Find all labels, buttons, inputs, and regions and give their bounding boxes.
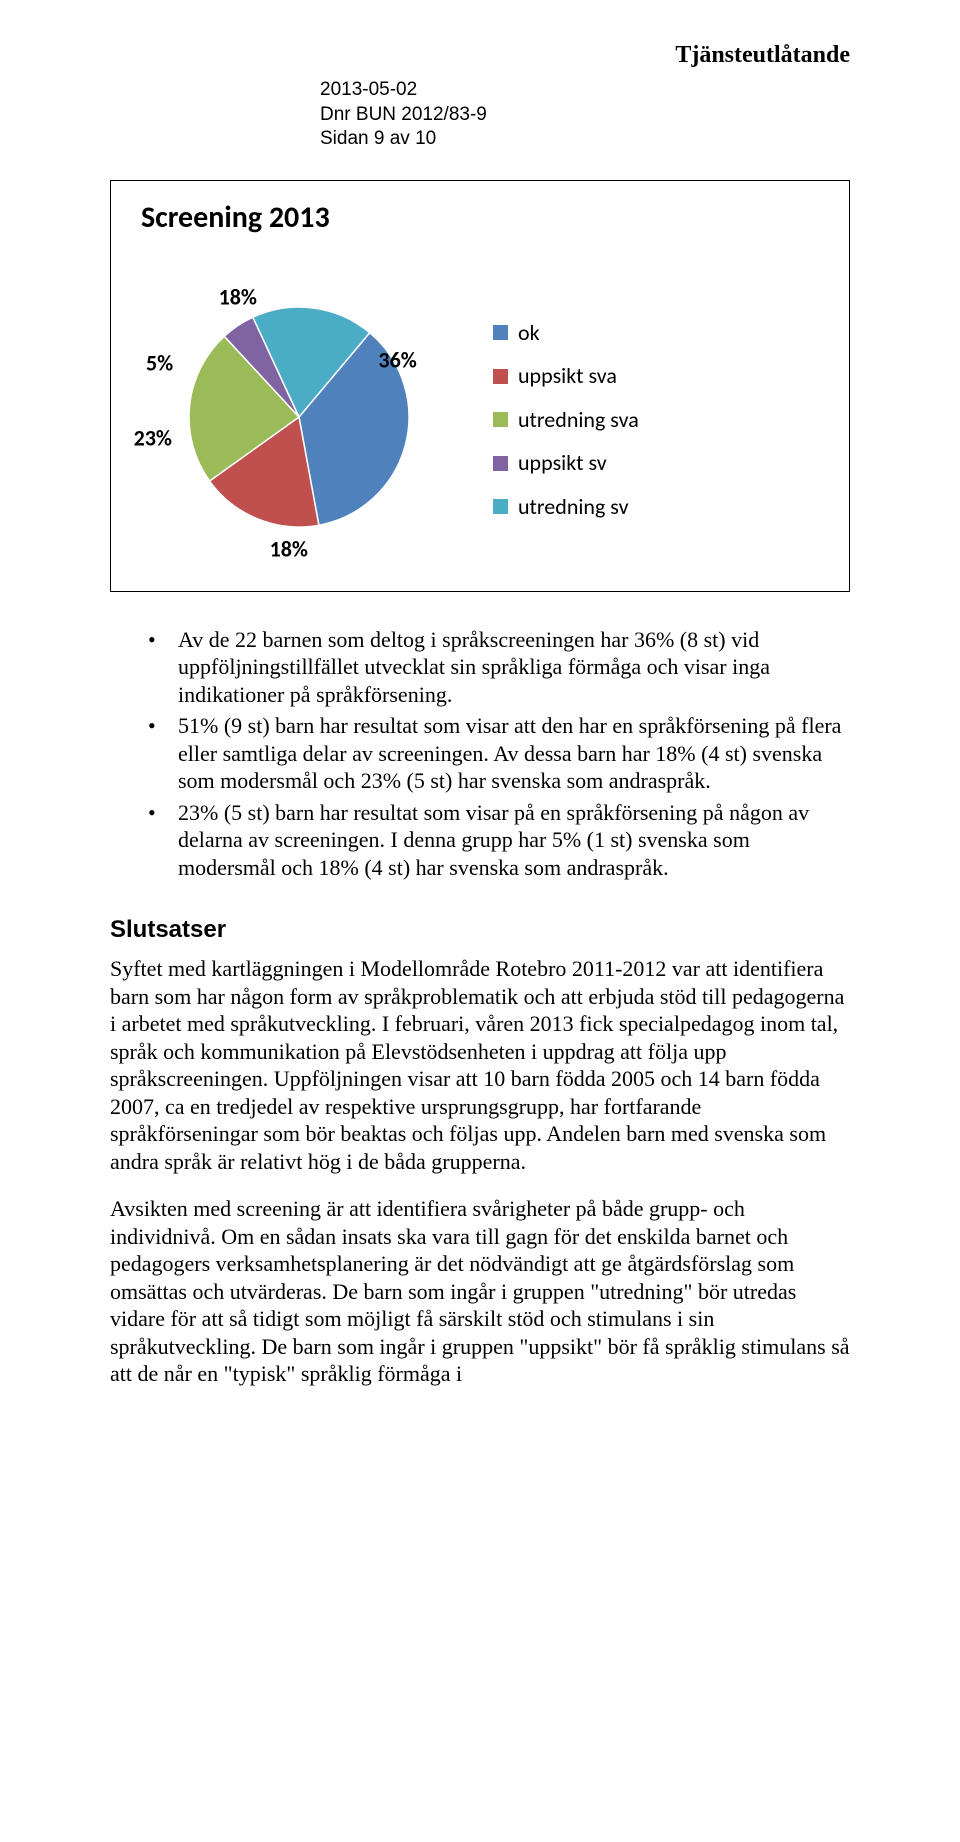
legend-label: uppsikt sv [518,449,607,477]
legend-item: utredning sva [493,406,639,434]
conclusion-paragraph: Syftet med kartläggningen i Modellområde… [110,955,850,1175]
pie-percent-label: 18% [270,535,308,563]
conclusions-heading: Slutsatser [110,915,850,945]
legend-label: utredning sv [518,493,629,521]
bullet-item: 23% (5 st) barn har resultat som visar p… [148,799,850,882]
chart-row: 36% 18% 23% 5% 18% ok uppsikt sva utredning sv… [129,267,831,567]
legend-item: utredning sv [493,493,639,521]
conclusion-body: Syftet med kartläggningen i Modellområde… [110,955,850,1388]
legend-swatch [493,412,508,427]
legend-swatch [493,499,508,514]
pie-percent-label: 18% [219,283,257,311]
bullet-list: Av de 22 barnen som deltog i språkscreen… [148,626,850,882]
doc-date: 2013-05-02 [320,78,850,103]
doc-type-heading: Tjänsteutlåtande [110,40,850,70]
legend-item: ok [493,319,639,347]
legend-label: uppsikt sva [518,362,617,390]
chart-title: Screening 2013 [141,199,831,237]
conclusion-paragraph: Avsikten med screening är att identifier… [110,1195,850,1388]
legend-label: ok [518,319,540,347]
chart-legend: ok uppsikt sva utredning sva uppsikt sv utre… [493,319,639,521]
bullet-item: 51% (9 st) barn har resultat som visar a… [148,712,850,795]
pie-percent-label: 36% [378,346,416,374]
bullet-item: Av de 22 barnen som deltog i språkscreen… [148,626,850,709]
legend-item: uppsikt sva [493,362,639,390]
pie-percent-label: 5% [146,349,173,377]
legend-swatch [493,456,508,471]
legend-swatch [493,325,508,340]
legend-item: uppsikt sv [493,449,639,477]
pie-percent-label: 23% [134,424,172,452]
doc-ref: Dnr BUN 2012/83-9 [320,103,850,128]
chart-container: Screening 2013 36% 18% 23% 5% 18% ok uppsikt … [110,180,850,592]
pie-chart [129,267,469,567]
doc-meta: 2013-05-02 Dnr BUN 2012/83-9 Sidan 9 av … [320,78,850,152]
doc-page: Sidan 9 av 10 [320,127,850,152]
pie-wrap: 36% 18% 23% 5% 18% [129,267,469,567]
legend-label: utredning sva [518,406,639,434]
legend-swatch [493,369,508,384]
